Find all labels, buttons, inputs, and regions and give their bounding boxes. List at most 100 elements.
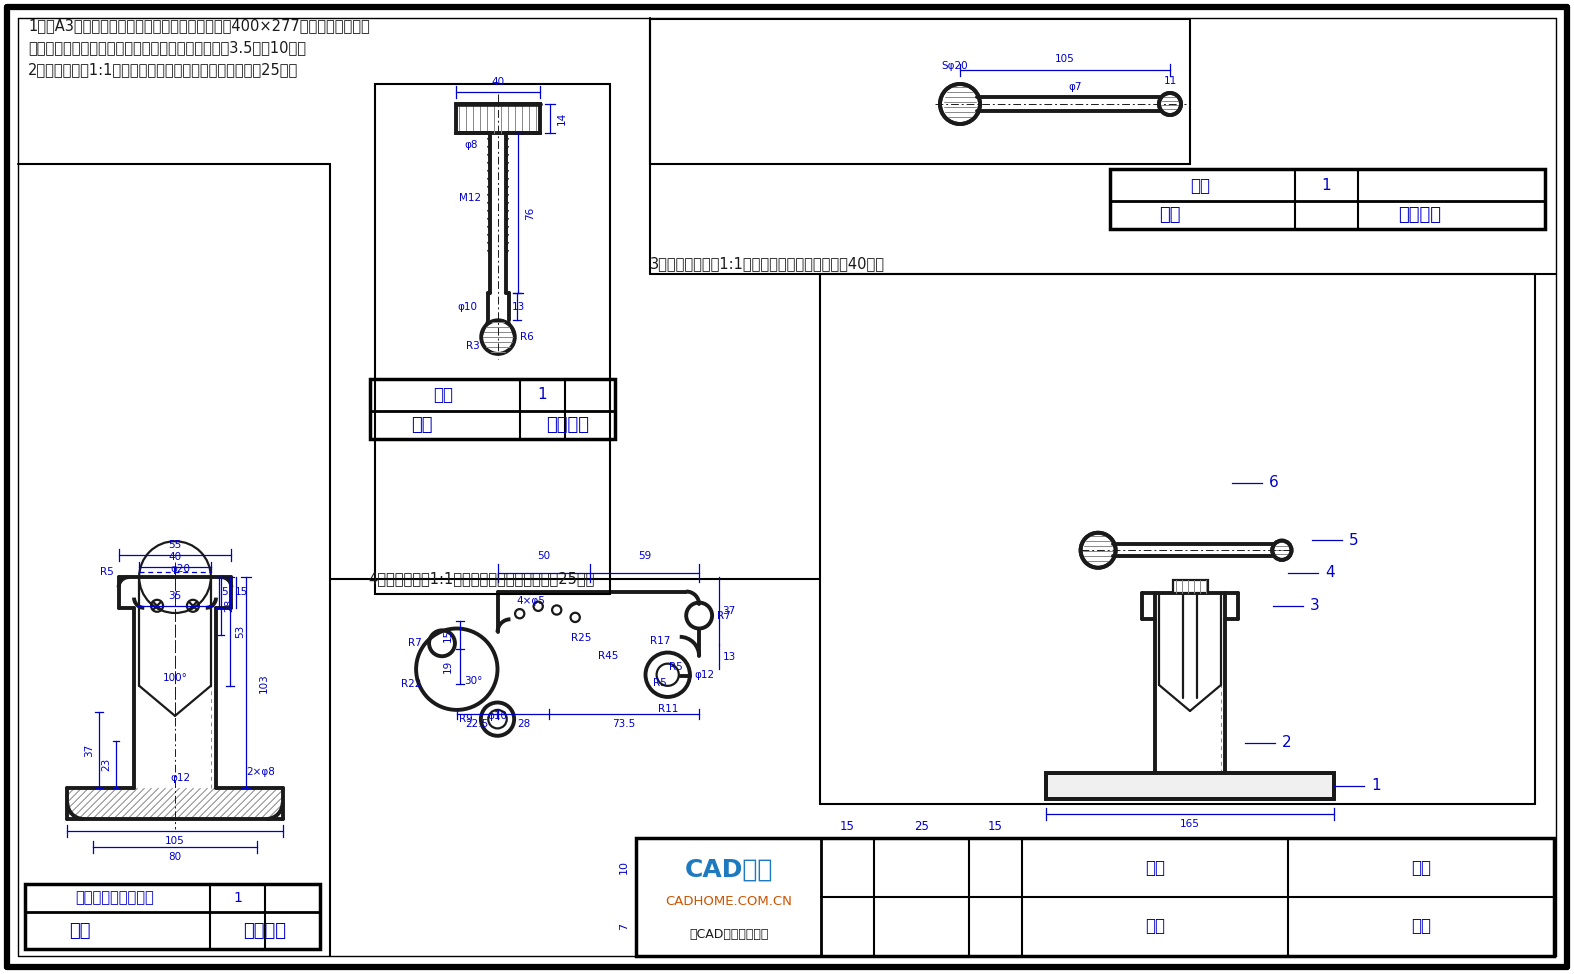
Text: 40: 40	[168, 552, 181, 562]
Text: 28: 28	[224, 599, 235, 613]
Text: 1: 1	[538, 388, 548, 402]
Text: 件数材料: 件数材料	[546, 416, 589, 433]
Text: 37: 37	[722, 606, 735, 616]
Circle shape	[1272, 541, 1292, 560]
Text: 165: 165	[1180, 819, 1199, 829]
Text: 手柄: 手柄	[1190, 177, 1210, 195]
Text: R3: R3	[466, 341, 480, 351]
Text: 名称: 名称	[411, 416, 433, 433]
Text: 7: 7	[619, 923, 630, 930]
Text: φ12: φ12	[170, 773, 190, 783]
Circle shape	[940, 84, 981, 124]
Text: 角绘制标题栏，在对应框内填写姓名和考号，字高为3.5。（10分）: 角绘制标题栏，在对应框内填写姓名和考号，字高为3.5。（10分）	[28, 41, 305, 56]
Text: 钳座、活动钳口、销: 钳座、活动钳口、销	[76, 890, 154, 906]
Text: 13: 13	[722, 653, 735, 662]
Text: 13: 13	[512, 302, 526, 312]
Text: 15: 15	[442, 628, 452, 642]
Text: 23: 23	[101, 758, 112, 771]
Text: 15: 15	[988, 819, 1003, 833]
Text: R9: R9	[460, 714, 472, 724]
Text: 30°: 30°	[464, 676, 482, 687]
Text: 名称: 名称	[69, 922, 91, 940]
Text: M12: M12	[458, 193, 480, 204]
Text: 35: 35	[168, 591, 181, 601]
Text: 2、按标注尺寸1:1抄画钳座等的零件图，并标全尺寸。（25分）: 2、按标注尺寸1:1抄画钳座等的零件图，并标全尺寸。（25分）	[28, 62, 297, 78]
Text: 3: 3	[1310, 598, 1321, 613]
Text: 11: 11	[1163, 76, 1177, 86]
Text: φ8: φ8	[464, 140, 478, 150]
Text: 2: 2	[1283, 735, 1292, 750]
Text: CADHOME.COM.CN: CADHOME.COM.CN	[666, 895, 792, 908]
Bar	[375, 84, 611, 594]
Text: R7: R7	[718, 611, 730, 620]
Text: 19: 19	[442, 659, 452, 673]
Text: 5: 5	[1349, 533, 1358, 547]
Text: 59: 59	[637, 550, 652, 561]
Text: 10: 10	[619, 860, 630, 875]
Text: R5: R5	[99, 567, 113, 578]
Bar	[456, 104, 540, 133]
Text: 22.5: 22.5	[466, 719, 490, 729]
Circle shape	[1158, 93, 1180, 115]
Text: 考号: 考号	[1410, 918, 1431, 935]
Text: 3、根据零件图按1:1绘制装配图，并标注序号（40分）: 3、根据零件图按1:1绘制装配图，并标注序号（40分）	[650, 256, 885, 272]
Text: R25: R25	[570, 633, 590, 643]
Bar	[1173, 581, 1207, 592]
Text: 105: 105	[165, 836, 184, 846]
Text: 100°: 100°	[162, 673, 187, 683]
Text: 件数材料: 件数材料	[244, 922, 286, 940]
Bar	[370, 379, 615, 439]
Bar	[636, 838, 1554, 956]
Text: 1、在A3图幅内绘制全部图形，用粗实线画边框（400×277），按尺寸在右下: 1、在A3图幅内绘制全部图形，用粗实线画边框（400×277），按尺寸在右下	[28, 19, 370, 33]
Text: 名称: 名称	[1158, 206, 1180, 224]
Text: 55: 55	[168, 541, 181, 550]
Text: φ10: φ10	[458, 302, 477, 312]
Bar	[68, 788, 283, 819]
Text: 73.5: 73.5	[612, 719, 636, 729]
Text: 5: 5	[220, 587, 227, 597]
Text: Sφ20: Sφ20	[941, 61, 968, 71]
Text: 让CAD学习更简单！: 让CAD学习更简单！	[689, 928, 768, 941]
Text: 1: 1	[1371, 778, 1382, 794]
Bar	[820, 274, 1535, 804]
Text: CAD之家: CAD之家	[685, 858, 773, 881]
Text: 40: 40	[491, 77, 505, 87]
Text: R11: R11	[658, 704, 678, 714]
Text: 阅卷: 阅卷	[1410, 858, 1431, 877]
Text: R22: R22	[401, 679, 422, 690]
Text: R45: R45	[598, 652, 619, 661]
Text: 103: 103	[260, 673, 269, 693]
Text: 76: 76	[526, 206, 535, 220]
Text: 件数材料: 件数材料	[1399, 206, 1442, 224]
Text: R7: R7	[408, 638, 422, 649]
Circle shape	[1081, 533, 1116, 568]
Circle shape	[482, 320, 515, 354]
Bar	[650, 19, 1190, 164]
Text: 105: 105	[1055, 54, 1075, 64]
Text: 25: 25	[914, 819, 929, 833]
Text: 14: 14	[557, 112, 567, 126]
Text: R6: R6	[519, 332, 534, 342]
Text: φ20: φ20	[170, 564, 190, 574]
Text: 50: 50	[537, 550, 551, 561]
Text: 4: 4	[1325, 565, 1335, 580]
Text: R5: R5	[653, 678, 666, 688]
Text: 4、按标注尺寸1:1绘制图形，并标全尺寸。（25分）: 4、按标注尺寸1:1绘制图形，并标全尺寸。（25分）	[368, 572, 595, 586]
Text: 15: 15	[235, 587, 249, 597]
Text: 53: 53	[235, 624, 246, 638]
Text: R17: R17	[650, 636, 671, 646]
Text: 螺杆: 螺杆	[433, 386, 453, 404]
Text: φ7: φ7	[1069, 82, 1081, 92]
Text: 37: 37	[83, 744, 94, 757]
Text: 80: 80	[168, 852, 181, 862]
Bar	[1045, 772, 1335, 799]
Bar	[25, 884, 320, 949]
Text: 6: 6	[1269, 475, 1278, 490]
Text: 姓名: 姓名	[1144, 918, 1165, 935]
Text: 4×φ5: 4×φ5	[516, 596, 545, 607]
Text: 28: 28	[516, 719, 530, 729]
Text: 成绩: 成绩	[1144, 858, 1165, 877]
Text: 2×φ8: 2×φ8	[247, 767, 275, 777]
Text: φ10: φ10	[488, 711, 507, 721]
Text: φ12: φ12	[694, 670, 715, 680]
